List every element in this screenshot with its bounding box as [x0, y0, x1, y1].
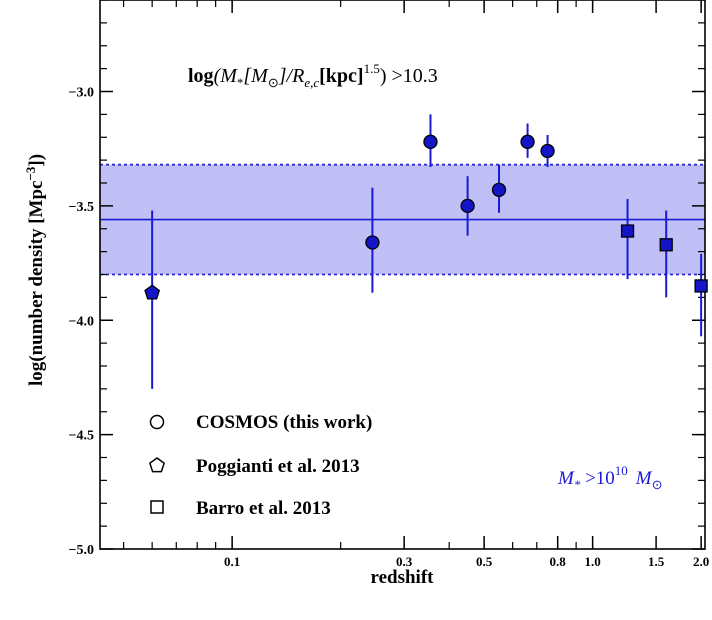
- data-point-square: [620, 224, 635, 238]
- y-tick-label: −3.5: [69, 200, 94, 215]
- data-point-circle: [423, 134, 438, 149]
- data-point-circle: [365, 235, 380, 250]
- legend-label-barro: Barro et al. 2013: [196, 498, 331, 519]
- y-tick-label: −3.0: [69, 86, 94, 101]
- data-point-square: [659, 238, 673, 252]
- x-axis-title: redshift: [371, 567, 435, 588]
- y-tick-label: −4.0: [69, 314, 94, 329]
- y-axis-title: log(number density [Mpc−3]): [23, 154, 47, 386]
- axis-ticks: [100, 0, 705, 550]
- y-tick-label: −5.0: [69, 543, 94, 558]
- data-point-circle: [520, 134, 535, 149]
- legend-square-icon: [150, 500, 164, 514]
- x-tick-label: 2.0: [693, 554, 709, 569]
- legend-circle-icon: [149, 414, 165, 430]
- x-tick-label: 0.3: [396, 554, 413, 569]
- x-tick-label: 0.5: [476, 554, 493, 569]
- axis-tick-labels: −3.0 −3.5 −4.0 −4.5 −5.0 0.1 0.3 0.5 0.8 1.0 1.5 2.…: [69, 86, 710, 570]
- data-point-circle: [491, 182, 507, 198]
- x-tick-label: 1.0: [584, 554, 600, 569]
- legend-label-cosmos: COSMOS (this work): [196, 412, 372, 433]
- legend-label-poggianti: Poggianti et al. 2013: [196, 456, 360, 477]
- data-point-square: [694, 279, 708, 293]
- x-tick-label: 0.8: [550, 554, 567, 569]
- y-tick-label: −4.5: [69, 429, 94, 444]
- data-point-circle: [460, 198, 475, 214]
- legend-pentagon-icon: [149, 457, 165, 473]
- legend: COSMOS (this work) Poggianti et al. 2013…: [149, 412, 372, 519]
- x-tick-label: 0.1: [224, 554, 240, 569]
- x-tick-label: 1.5: [648, 554, 665, 569]
- data-markers: [144, 114, 708, 389]
- selection-criterion-annotation: log(M*[M⊙]/Re,c[kpc]1.5) >10.3: [188, 61, 438, 90]
- stellar-mass-annotation: M* >1010 M⊙: [557, 463, 663, 492]
- data-point-pentagon: [144, 284, 161, 300]
- data-point-circle: [540, 143, 555, 159]
